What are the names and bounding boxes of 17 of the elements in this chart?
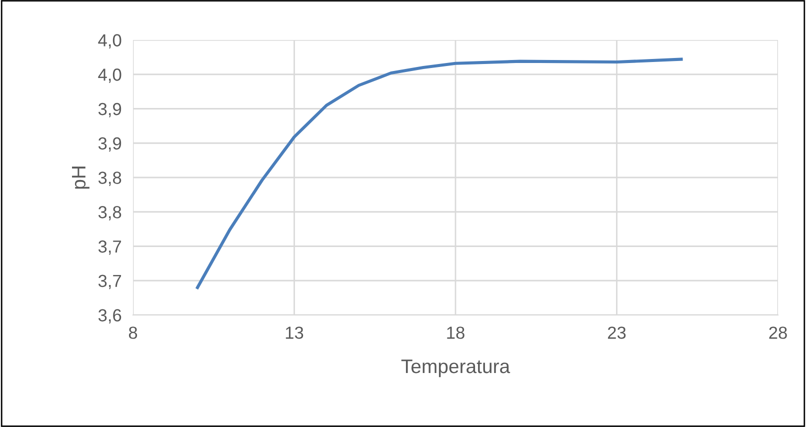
x-axis-title: Temperatura — [401, 360, 510, 378]
y-tick-label: 3,9 — [98, 137, 122, 152]
y-tick-label: 3,7 — [98, 274, 122, 290]
y-tick-label: 4,0 — [98, 68, 122, 83]
x-tick-label: 13 — [286, 326, 304, 339]
y-tick-label: 3,8 — [98, 206, 122, 220]
y-tick-label: 3,8 — [98, 172, 122, 186]
x-tick-label: 8 — [128, 326, 138, 339]
y-axis-title: pH — [72, 166, 90, 189]
y-tick-label: 3,6 — [98, 309, 122, 324]
x-tick-label: 28 — [769, 326, 787, 339]
line-series — [196, 58, 683, 290]
x-tick-label: 23 — [608, 326, 626, 339]
x-tick-label: 18 — [447, 326, 464, 339]
y-tick-label: 3,7 — [98, 240, 122, 255]
y-tick-label: 3,9 — [98, 102, 122, 118]
y-tick-label: 4,0 — [98, 34, 122, 49]
